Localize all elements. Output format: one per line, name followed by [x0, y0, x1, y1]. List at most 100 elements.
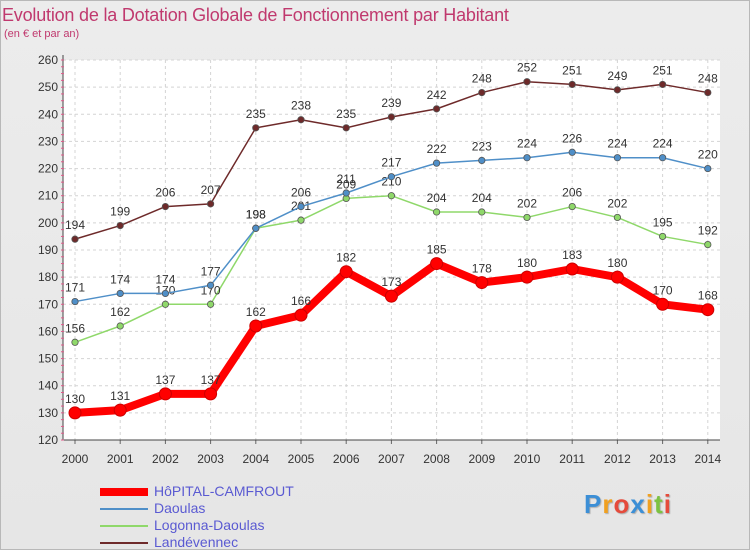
- data-label-daoulas: 222: [427, 142, 447, 156]
- data-label-landevennec: 199: [110, 205, 130, 219]
- y-tick-label: 210: [38, 189, 58, 203]
- x-tick-label: 2011: [559, 452, 585, 466]
- data-label-logonna-daoulas: 202: [517, 196, 537, 210]
- data-label-hopital-camfrout: 180: [607, 256, 627, 270]
- data-label-landevennec: 248: [698, 72, 718, 86]
- legend-swatch-hopital-camfrout: [100, 488, 148, 496]
- data-point-logonna-daoulas: [116, 322, 124, 330]
- chart-title: Evolution de la Dotation Globale de Fonc…: [2, 5, 509, 25]
- data-point-landevennec: [71, 235, 79, 243]
- data-point-daoulas: [252, 224, 260, 232]
- data-label-hopital-camfrout: 185: [427, 243, 447, 257]
- data-point-logonna-daoulas: [432, 208, 441, 216]
- y-tick-label: 130: [38, 406, 58, 420]
- data-point-logonna-daoulas: [207, 300, 215, 308]
- logo-letter: r: [602, 489, 614, 519]
- data-point-daoulas: [704, 164, 712, 173]
- data-point-daoulas: [387, 173, 395, 181]
- x-tick-label: 2010: [514, 452, 541, 466]
- data-point-hopital-camfrout: [656, 297, 670, 311]
- y-tick-label: 230: [38, 134, 58, 148]
- x-tick-label: 2012: [604, 452, 631, 466]
- data-point-daoulas: [71, 297, 79, 306]
- data-label-landevennec: 242: [427, 88, 447, 102]
- data-label-hopital-camfrout: 137: [201, 373, 221, 387]
- data-point-logonna-daoulas: [613, 213, 622, 222]
- data-point-hopital-camfrout: [204, 387, 218, 401]
- data-point-daoulas: [568, 148, 576, 156]
- data-label-daoulas: 177: [201, 264, 221, 278]
- data-point-hopital-camfrout: [158, 387, 172, 401]
- data-point-hopital-camfrout: [384, 289, 398, 303]
- data-label-logonna-daoulas: 204: [427, 191, 447, 205]
- data-label-landevennec: 251: [562, 63, 582, 77]
- data-point-logonna-daoulas: [387, 192, 395, 200]
- data-label-logonna-daoulas: 195: [653, 215, 673, 229]
- data-label-daoulas: 211: [337, 172, 356, 186]
- data-point-landevennec: [523, 78, 531, 86]
- data-label-daoulas: 223: [472, 139, 492, 153]
- data-label-hopital-camfrout: 183: [562, 248, 582, 262]
- y-tick-label: 190: [38, 243, 58, 257]
- x-tick-label: 2001: [107, 452, 134, 466]
- data-point-landevennec: [432, 105, 441, 113]
- data-point-landevennec: [161, 202, 169, 211]
- data-label-hopital-camfrout: 137: [155, 373, 175, 387]
- legend-label: Landévennec: [154, 534, 239, 550]
- data-point-hopital-camfrout: [475, 276, 489, 290]
- legend-label: Logonna-Daoulas: [154, 517, 265, 533]
- data-point-landevennec: [568, 80, 576, 89]
- data-label-logonna-daoulas: 202: [607, 196, 627, 210]
- data-point-daoulas: [523, 154, 531, 162]
- data-label-daoulas: 224: [653, 137, 673, 151]
- data-label-logonna-daoulas: 204: [472, 191, 492, 205]
- data-point-hopital-camfrout: [339, 265, 353, 279]
- data-label-logonna-daoulas: 162: [110, 305, 130, 319]
- data-point-hopital-camfrout: [701, 303, 715, 317]
- data-point-hopital-camfrout: [68, 406, 82, 420]
- data-point-logonna-daoulas: [478, 208, 486, 216]
- data-label-landevennec: 194: [65, 218, 85, 232]
- y-tick-label: 240: [38, 107, 58, 121]
- data-point-landevennec: [207, 200, 215, 208]
- data-point-landevennec: [704, 88, 712, 97]
- data-label-logonna-daoulas: 209: [336, 177, 356, 191]
- data-label-daoulas: 220: [698, 148, 718, 162]
- x-tick-label: 2007: [378, 452, 405, 466]
- data-point-daoulas: [297, 202, 305, 211]
- data-label-landevennec: 252: [517, 61, 537, 75]
- y-tick-label: 250: [38, 80, 58, 94]
- x-tick-label: 2005: [288, 452, 315, 466]
- data-point-landevennec: [116, 221, 124, 230]
- data-label-daoulas: 224: [517, 137, 537, 151]
- y-tick-label: 170: [38, 297, 58, 311]
- legend-swatch-landevennec: [100, 542, 148, 544]
- data-label-logonna-daoulas: 192: [698, 224, 718, 238]
- data-label-hopital-camfrout: 180: [517, 256, 537, 270]
- data-label-logonna-daoulas: 198: [246, 207, 266, 221]
- data-label-hopital-camfrout: 131: [110, 389, 130, 403]
- data-point-landevennec: [297, 116, 305, 124]
- data-point-daoulas: [207, 281, 215, 289]
- y-tick-label: 260: [38, 53, 58, 67]
- data-label-hopital-camfrout: 168: [698, 289, 718, 303]
- data-label-hopital-camfrout: 178: [472, 262, 492, 276]
- data-point-daoulas: [613, 154, 622, 162]
- data-point-landevennec: [387, 113, 395, 121]
- data-point-hopital-camfrout: [565, 262, 579, 276]
- data-point-landevennec: [658, 80, 667, 89]
- x-tick-label: 2002: [152, 452, 179, 466]
- legend-swatch-daoulas: [100, 508, 148, 510]
- y-tick-label: 220: [38, 162, 58, 176]
- data-point-hopital-camfrout: [610, 270, 624, 284]
- data-label-landevennec: 207: [201, 183, 221, 197]
- data-point-daoulas: [432, 159, 441, 167]
- x-tick-label: 2006: [333, 452, 360, 466]
- data-label-daoulas: 217: [381, 156, 401, 170]
- chart-subtitle: (en € et par an): [4, 28, 80, 40]
- x-tick-label: 2014: [694, 452, 721, 466]
- data-label-daoulas: 226: [562, 131, 582, 145]
- data-label-logonna-daoulas: 206: [562, 186, 582, 200]
- data-label-hopital-camfrout: 166: [291, 294, 311, 308]
- x-tick-label: 2013: [649, 452, 676, 466]
